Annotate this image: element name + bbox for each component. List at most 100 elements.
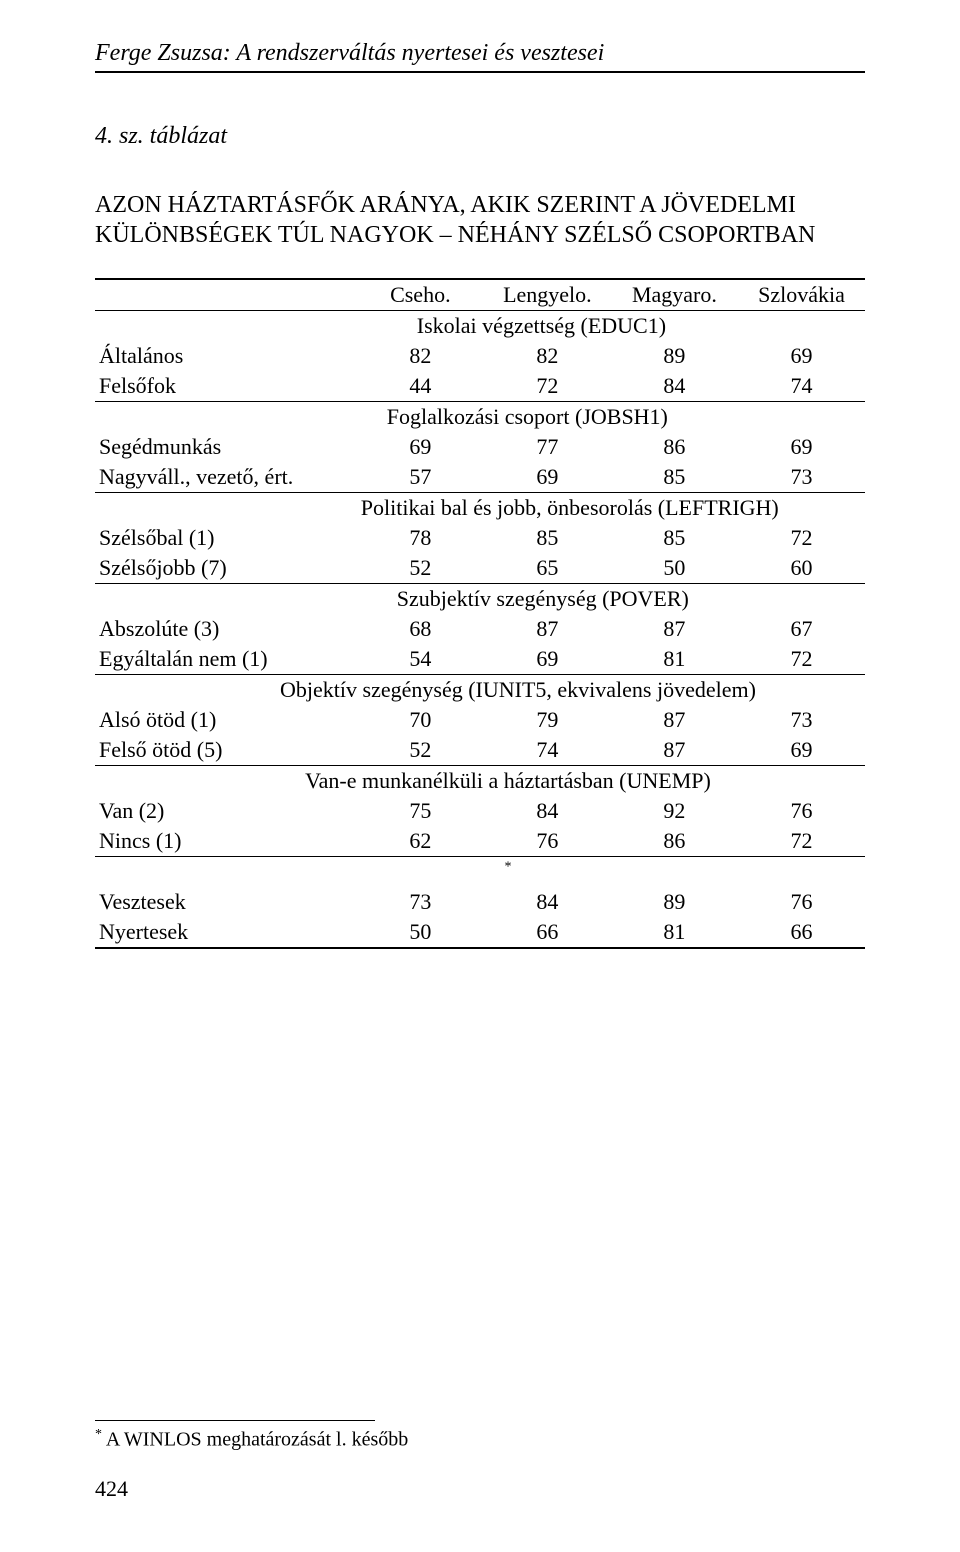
row-label: Nagyváll., vezető, ért. [95, 462, 357, 493]
cell: 76 [484, 826, 611, 857]
section-header: Objektív szegénység (IUNIT5, ekvivalens … [95, 675, 865, 706]
table-row: Felső ötöd (5) 52 74 87 69 [95, 735, 865, 766]
cell: 77 [484, 432, 611, 462]
section-header: Foglalkozási csoport (JOBSH1) [95, 402, 865, 433]
running-header: Ferge Zsuzsa: A rendszerváltás nyertesei… [95, 40, 865, 73]
section-label: Van-e munkanélküli a háztartásban (UNEMP… [95, 766, 865, 797]
cell: 69 [738, 735, 865, 766]
cell: 66 [738, 917, 865, 948]
cell: 54 [357, 644, 484, 675]
section-header: Van-e munkanélküli a háztartásban (UNEMP… [95, 766, 865, 797]
table-row: Szélsőjobb (7) 52 65 50 60 [95, 553, 865, 584]
cell: 52 [357, 553, 484, 584]
cell: 66 [484, 917, 611, 948]
cell: 78 [357, 523, 484, 553]
cell: 65 [484, 553, 611, 584]
cell: 60 [738, 553, 865, 584]
cell: 69 [484, 462, 611, 493]
cell: 89 [611, 887, 738, 917]
section-label: Foglalkozási csoport (JOBSH1) [357, 402, 865, 433]
cell: 72 [484, 371, 611, 402]
cell: 74 [738, 371, 865, 402]
cell: 57 [357, 462, 484, 493]
footnote-text: A WINLOS meghatározását l. később [106, 1429, 408, 1451]
cell: 72 [738, 523, 865, 553]
footnote: * A WINLOS meghatározását l. később [95, 1427, 408, 1452]
table-row: Abszolúte (3) 68 87 87 67 [95, 614, 865, 644]
cell: 79 [484, 705, 611, 735]
cell: 92 [611, 796, 738, 826]
cell: 70 [357, 705, 484, 735]
cell: 75 [357, 796, 484, 826]
cell: 85 [611, 523, 738, 553]
row-label: Általános [95, 341, 357, 371]
cell: 89 [611, 341, 738, 371]
row-label: Van (2) [95, 796, 357, 826]
section-label: Politikai bal és jobb, önbesorolás (LEFT… [357, 493, 865, 524]
footnote-marker: * [95, 1427, 102, 1442]
cell: 85 [611, 462, 738, 493]
running-title-text: Ferge Zsuzsa: A rendszerváltás nyertesei… [95, 40, 604, 66]
cell: 81 [611, 644, 738, 675]
table-row: Vesztesek 73 84 89 76 [95, 887, 865, 917]
cell: 85 [484, 523, 611, 553]
row-label: Felső ötöd (5) [95, 735, 357, 766]
cell: 50 [611, 553, 738, 584]
section-label: Objektív szegénység (IUNIT5, ekvivalens … [95, 675, 865, 706]
cell: 86 [611, 826, 738, 857]
section-label: Iskolai végzettség (EDUC1) [357, 311, 865, 342]
table-row: Segédmunkás 69 77 86 69 [95, 432, 865, 462]
footnote-block: * A WINLOS meghatározását l. később [95, 1420, 408, 1452]
table-row: Nyertesek 50 66 81 66 [95, 917, 865, 948]
table-row: Felsőfok 44 72 84 74 [95, 371, 865, 402]
section-header: Politikai bal és jobb, önbesorolás (LEFT… [95, 493, 865, 524]
section-header: Szubjektív szegénység (POVER) [95, 584, 865, 615]
col-header: Szlovákia [738, 279, 865, 311]
row-label: Szélsőjobb (7) [95, 553, 357, 584]
table-caption-number: 4. sz. táblázat [95, 123, 865, 150]
cell: 68 [357, 614, 484, 644]
cell: 69 [484, 644, 611, 675]
table-row: Általános 82 82 89 69 [95, 341, 865, 371]
cell: 72 [738, 644, 865, 675]
cell: 74 [484, 735, 611, 766]
cell: 87 [611, 705, 738, 735]
cell: 87 [611, 735, 738, 766]
row-label: Szélsőbal (1) [95, 523, 357, 553]
page-number: 424 [95, 1476, 128, 1502]
table-row: Nagyváll., vezető, ért. 57 69 85 73 [95, 462, 865, 493]
section-header: * [95, 857, 865, 888]
cell: 52 [357, 735, 484, 766]
row-label: Felsőfok [95, 371, 357, 402]
section-label: Szubjektív szegénység (POVER) [357, 584, 865, 615]
cell: 50 [357, 917, 484, 948]
cell: 44 [357, 371, 484, 402]
cell: 84 [611, 371, 738, 402]
row-label: Alsó ötöd (1) [95, 705, 357, 735]
cell: 73 [357, 887, 484, 917]
cell: 62 [357, 826, 484, 857]
cell: 69 [357, 432, 484, 462]
cell: 81 [611, 917, 738, 948]
cell: 87 [484, 614, 611, 644]
cell: 76 [738, 887, 865, 917]
cell: 73 [738, 705, 865, 735]
cell: 84 [484, 796, 611, 826]
cell: 84 [484, 887, 611, 917]
table-row: Nincs (1) 62 76 86 72 [95, 826, 865, 857]
row-label: Abszolúte (3) [95, 614, 357, 644]
row-label: Egyáltalán nem (1) [95, 644, 357, 675]
cell: 73 [738, 462, 865, 493]
cell: 69 [738, 341, 865, 371]
section-header: Iskolai végzettség (EDUC1) [95, 311, 865, 342]
cell: 86 [611, 432, 738, 462]
col-header: Magyaro. [611, 279, 738, 311]
cell: 76 [738, 796, 865, 826]
data-table: Cseho. Lengyelo. Magyaro. Szlovákia Isko… [95, 278, 865, 949]
col-header: Cseho. [357, 279, 484, 311]
table-header-row: Cseho. Lengyelo. Magyaro. Szlovákia [95, 279, 865, 311]
table-row: Egyáltalán nem (1) 54 69 81 72 [95, 644, 865, 675]
cell: 87 [611, 614, 738, 644]
section-label-sup: * [505, 860, 512, 875]
cell: 69 [738, 432, 865, 462]
